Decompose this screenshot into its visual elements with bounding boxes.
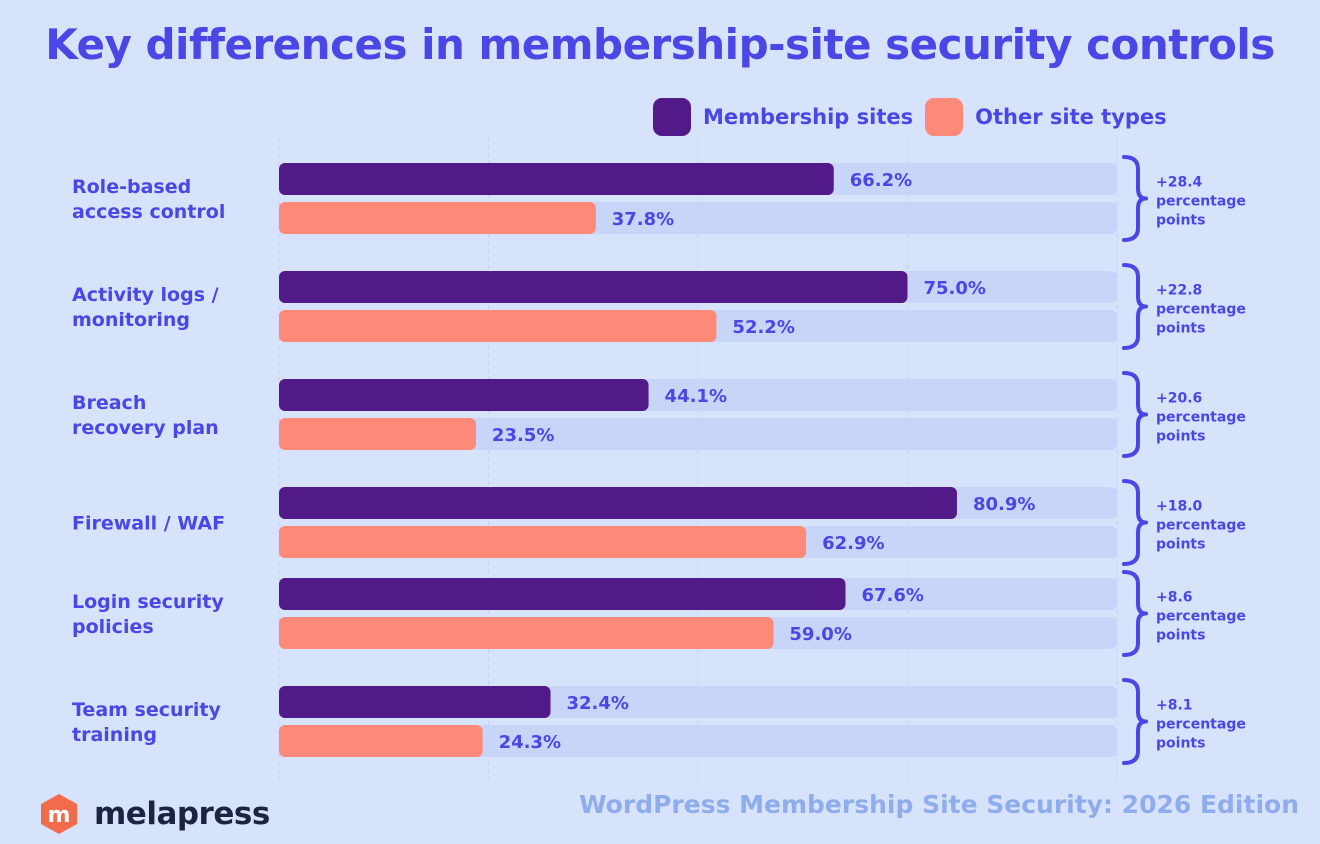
difference-label-line: +20.6 bbox=[1156, 391, 1202, 407]
chart-legend: Membership sites Other site types bbox=[653, 97, 1179, 137]
value-label: 62.9% bbox=[822, 533, 884, 554]
difference-label-line: points bbox=[1156, 213, 1205, 229]
category-label: Team security training bbox=[72, 699, 222, 746]
value-label: 32.4% bbox=[567, 693, 629, 714]
difference-label-line: +22.8 bbox=[1156, 283, 1202, 299]
difference-label: +18.0 percentage points bbox=[1156, 499, 1246, 553]
difference-brace bbox=[1122, 570, 1148, 657]
difference-label: +8.6 percentage points bbox=[1156, 590, 1246, 644]
category-group: Activity logs / monitoring 75.0% 52.2% +22.8… bbox=[72, 263, 1246, 350]
category-label: Role-based access control bbox=[72, 176, 225, 223]
category-label-line: monitoring bbox=[72, 309, 190, 331]
difference-label: +22.8 percentage points bbox=[1156, 283, 1246, 337]
category-label: Breach recovery plan bbox=[72, 392, 219, 439]
legend-swatch-other bbox=[925, 98, 964, 136]
difference-brace bbox=[1122, 155, 1148, 242]
bar-track bbox=[279, 725, 1117, 757]
value-label: 66.2% bbox=[850, 170, 912, 191]
chart-title: Key differences in membership-site secur… bbox=[45, 20, 1275, 69]
bar-other bbox=[279, 526, 807, 558]
value-label: 23.5% bbox=[492, 425, 554, 446]
category-label: Firewall / WAF bbox=[72, 513, 225, 535]
category-group: Breach recovery plan 44.1% 23.5% +20.6 percen… bbox=[72, 371, 1246, 458]
difference-brace bbox=[1122, 371, 1148, 458]
brand-logo: m melapress bbox=[38, 793, 270, 835]
value-label: 59.0% bbox=[789, 624, 851, 645]
category-label-line: Activity logs / bbox=[72, 284, 219, 306]
value-label: 24.3% bbox=[499, 732, 561, 753]
difference-brace bbox=[1122, 263, 1148, 350]
value-label: 44.1% bbox=[665, 386, 727, 407]
difference-label: +20.6 percentage points bbox=[1156, 391, 1246, 445]
bar-membership bbox=[279, 487, 957, 519]
value-label: 80.9% bbox=[973, 494, 1035, 515]
category-label-line: Role-based bbox=[72, 176, 191, 198]
category-label-line: recovery plan bbox=[72, 417, 219, 439]
difference-label: +8.1 percentage points bbox=[1156, 698, 1246, 752]
brand-name: melapress bbox=[94, 796, 270, 832]
value-label: 75.0% bbox=[924, 278, 986, 299]
category-label-line: access control bbox=[72, 201, 225, 223]
difference-label-line: +18.0 bbox=[1156, 499, 1203, 515]
category-label-line: Firewall / WAF bbox=[72, 513, 225, 535]
difference-label-line: percentage bbox=[1156, 609, 1246, 625]
difference-label-line: points bbox=[1156, 537, 1205, 553]
category-group: Role-based access control 66.2% 37.8% +28.4 p… bbox=[72, 155, 1246, 242]
difference-label-line: percentage bbox=[1156, 302, 1246, 318]
difference-brace bbox=[1122, 479, 1148, 566]
category-label-line: Team security bbox=[72, 699, 222, 721]
bar-other bbox=[279, 418, 476, 450]
difference-label-line: +8.1 bbox=[1156, 698, 1193, 714]
category-label-line: policies bbox=[72, 616, 154, 638]
category-group: Team security training 32.4% 24.3% +8.1 perce… bbox=[72, 678, 1246, 765]
gridlines bbox=[278, 137, 1118, 780]
difference-brace bbox=[1122, 678, 1148, 765]
legend-label-membership: Membership sites bbox=[703, 105, 914, 129]
category-group: Login security policies 67.6% 59.0% +8.6 perc… bbox=[72, 570, 1246, 657]
difference-label-line: points bbox=[1156, 321, 1205, 337]
category-label-line: Breach bbox=[72, 392, 146, 414]
difference-label-line: points bbox=[1156, 628, 1205, 644]
bar-membership bbox=[279, 271, 908, 303]
category-label: Login security policies bbox=[72, 591, 224, 638]
category-group: Firewall / WAF 80.9% 62.9% +18.0 percentage p… bbox=[72, 479, 1246, 566]
category-label-line: Login security bbox=[72, 591, 224, 613]
category-label-line: training bbox=[72, 724, 157, 746]
bar-other bbox=[279, 725, 483, 757]
difference-label-line: percentage bbox=[1156, 518, 1246, 534]
logo-letter: m bbox=[48, 803, 71, 828]
difference-label-line: percentage bbox=[1156, 410, 1246, 426]
difference-label-line: points bbox=[1156, 736, 1205, 752]
source-caption: WordPress Membership Site Security: 2026… bbox=[579, 790, 1299, 819]
bar-membership bbox=[279, 578, 846, 610]
difference-label-line: points bbox=[1156, 429, 1205, 445]
bar-other bbox=[279, 617, 774, 649]
value-label: 67.6% bbox=[861, 585, 923, 606]
difference-label-line: +28.4 bbox=[1156, 175, 1203, 191]
bar-other bbox=[279, 310, 717, 342]
value-label: 37.8% bbox=[612, 209, 674, 230]
difference-label-line: percentage bbox=[1156, 717, 1246, 733]
bar-other bbox=[279, 202, 596, 234]
difference-label-line: percentage bbox=[1156, 194, 1246, 210]
bar-track bbox=[279, 418, 1117, 450]
category-label: Activity logs / monitoring bbox=[72, 284, 219, 331]
bar-membership bbox=[279, 686, 551, 718]
melapress-logo-icon: m bbox=[41, 794, 77, 834]
difference-label-line: +8.6 bbox=[1156, 590, 1193, 606]
difference-label: +28.4 percentage points bbox=[1156, 175, 1246, 229]
bar-membership bbox=[279, 163, 834, 195]
legend-label-other: Other site types bbox=[975, 105, 1167, 129]
legend-swatch-membership bbox=[653, 98, 691, 136]
value-label: 52.2% bbox=[732, 317, 794, 338]
bar-membership bbox=[279, 379, 649, 411]
